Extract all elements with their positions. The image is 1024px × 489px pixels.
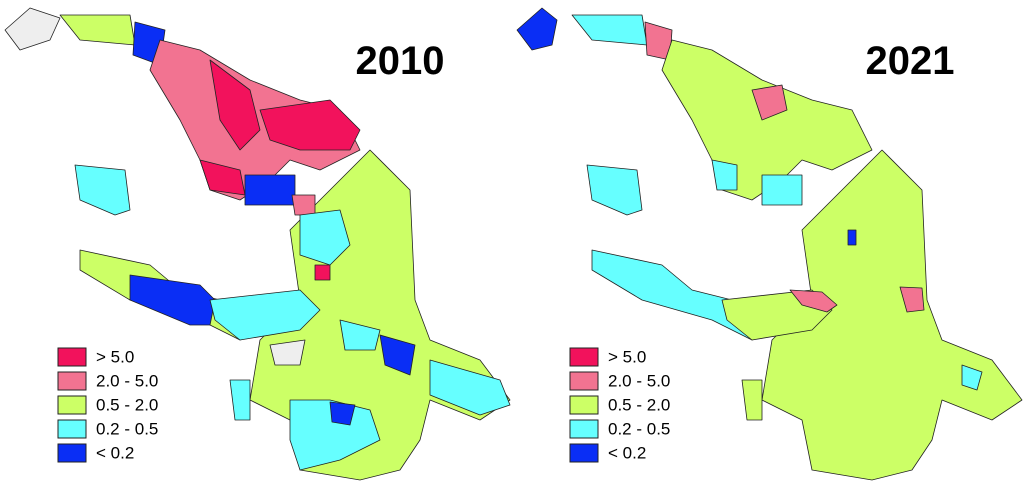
legend-swatch <box>569 371 599 391</box>
legend-swatch <box>569 395 599 415</box>
legend-swatch <box>569 443 599 463</box>
legend-label: 0.5 - 2.0 <box>608 395 670 414</box>
legend-swatch <box>57 419 87 439</box>
legend-label: 2.0 - 5.0 <box>96 371 158 390</box>
map-2021 <box>516 7 1023 481</box>
legend-swatch <box>57 395 87 415</box>
legend-swatch <box>57 443 87 463</box>
panel-title: 2021 <box>866 39 955 83</box>
map-2010 <box>4 7 511 481</box>
legend-label: 0.2 - 0.5 <box>608 419 670 438</box>
legend-label: 2.0 - 5.0 <box>608 371 670 390</box>
legend-label: < 0.2 <box>608 443 646 462</box>
panel-title: 2010 <box>356 39 445 83</box>
legend-label: 0.2 - 0.5 <box>96 419 158 438</box>
legend-label: < 0.2 <box>96 443 134 462</box>
legend-label: > 5.0 <box>608 347 646 366</box>
legend-label: 0.5 - 2.0 <box>96 395 158 414</box>
legend-swatch <box>569 419 599 439</box>
legend-swatch <box>57 371 87 391</box>
legend-swatch <box>569 347 599 367</box>
legend-swatch <box>57 347 87 367</box>
legend-label: > 5.0 <box>96 347 134 366</box>
